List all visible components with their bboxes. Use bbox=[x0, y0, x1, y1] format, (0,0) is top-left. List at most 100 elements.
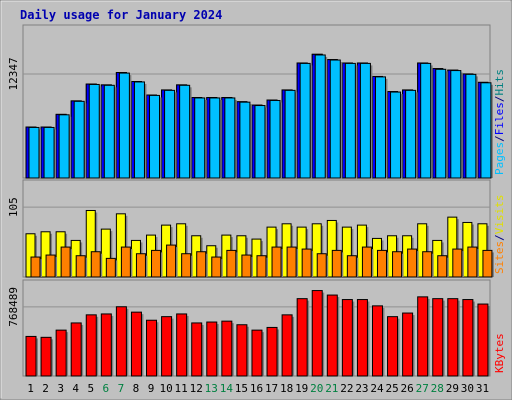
bar-kbytes-day-13 bbox=[206, 321, 218, 377]
x-tick-label-day-13: 13 bbox=[205, 382, 218, 395]
x-tick-label-day-3: 3 bbox=[57, 382, 64, 395]
bar-pages-day-29 bbox=[450, 70, 462, 179]
bar-sites-day-22 bbox=[346, 255, 357, 278]
bar-pages-day-2 bbox=[43, 126, 55, 179]
bar-pages-day-11 bbox=[179, 84, 191, 179]
bar-pages-day-5 bbox=[88, 83, 100, 179]
bar-sites-day-8 bbox=[135, 253, 146, 278]
bar-pages-day-12 bbox=[194, 97, 206, 179]
x-tick-label-day-8: 8 bbox=[133, 382, 140, 395]
bar-sites-day-3 bbox=[60, 246, 71, 278]
bar-sites-day-4 bbox=[75, 255, 86, 278]
bar-sites-day-15 bbox=[241, 254, 252, 278]
bar-pages-day-4 bbox=[73, 100, 85, 179]
bar-kbytes-day-11 bbox=[176, 313, 188, 377]
x-tick-label-day-9: 9 bbox=[148, 382, 155, 395]
x-tick-label-day-25: 25 bbox=[385, 382, 398, 395]
x-tick-label-day-15: 15 bbox=[235, 382, 248, 395]
x-tick-label-day-23: 23 bbox=[355, 382, 368, 395]
bar-sites-day-20 bbox=[316, 253, 327, 278]
bar-sites-day-6 bbox=[105, 257, 116, 278]
x-tick-label-day-21: 21 bbox=[325, 382, 338, 395]
side-legend-item: Visits bbox=[493, 195, 506, 235]
bar-sites-day-21 bbox=[331, 249, 342, 278]
bar-sites-day-1 bbox=[30, 256, 41, 278]
bar-kbytes-day-23 bbox=[356, 299, 368, 377]
bar-kbytes-day-2 bbox=[40, 336, 52, 377]
x-tick-label-day-22: 22 bbox=[340, 382, 353, 395]
bar-kbytes-day-3 bbox=[55, 329, 67, 377]
bar-pages-day-15 bbox=[239, 101, 251, 179]
bar-sites-day-14 bbox=[226, 249, 237, 278]
bar-pages-day-27 bbox=[420, 62, 432, 179]
x-tick-label-day-31: 31 bbox=[476, 382, 489, 395]
x-tick-label-day-12: 12 bbox=[190, 382, 203, 395]
bar-pages-day-9 bbox=[149, 94, 161, 179]
bar-kbytes-day-20 bbox=[311, 290, 323, 377]
bar-kbytes-day-1 bbox=[25, 335, 37, 377]
bar-sites-day-2 bbox=[45, 254, 56, 278]
bar-sites-day-28 bbox=[437, 255, 448, 278]
bar-kbytes-day-15 bbox=[236, 324, 248, 377]
axis-max-label-kbytes: 768489 bbox=[7, 287, 20, 327]
axis-max-label-hits-files-pages: 12347 bbox=[7, 57, 20, 90]
x-tick-label-day-7: 7 bbox=[118, 382, 125, 395]
bar-pages-day-23 bbox=[359, 62, 371, 179]
bar-kbytes-day-30 bbox=[462, 299, 474, 377]
x-tick-label-day-18: 18 bbox=[280, 382, 293, 395]
bar-kbytes-day-29 bbox=[447, 298, 459, 377]
bar-pages-day-30 bbox=[465, 73, 477, 179]
bar-pages-day-13 bbox=[209, 97, 221, 179]
bar-sites-day-26 bbox=[407, 248, 418, 278]
bar-kbytes-day-21 bbox=[326, 294, 338, 377]
bar-kbytes-day-26 bbox=[402, 312, 414, 377]
bar-pages-day-19 bbox=[299, 62, 311, 179]
bar-pages-day-16 bbox=[254, 105, 266, 179]
x-tick-label-day-24: 24 bbox=[370, 382, 384, 395]
x-tick-label-day-19: 19 bbox=[295, 382, 308, 395]
bar-sites-day-31 bbox=[482, 249, 493, 278]
bar-sites-day-30 bbox=[467, 246, 478, 278]
bar-pages-day-26 bbox=[405, 89, 417, 179]
bar-kbytes-day-25 bbox=[387, 316, 399, 377]
bar-sites-day-16 bbox=[256, 255, 267, 278]
chart-title: Daily usage for January 2024 bbox=[20, 8, 222, 22]
bar-sites-day-29 bbox=[452, 248, 463, 278]
bar-kbytes-day-24 bbox=[371, 305, 383, 377]
side-legend-item: Hits bbox=[493, 69, 506, 96]
bar-pages-day-6 bbox=[103, 84, 115, 179]
x-tick-label-day-17: 17 bbox=[265, 382, 278, 395]
bar-sites-day-13 bbox=[211, 256, 222, 278]
bar-sites-day-17 bbox=[271, 246, 282, 278]
bar-kbytes-day-6 bbox=[100, 313, 112, 377]
x-tick-label-day-1: 1 bbox=[27, 382, 34, 395]
bar-pages-day-1 bbox=[28, 126, 40, 179]
bar-sites-day-11 bbox=[181, 253, 192, 278]
bar-pages-day-8 bbox=[133, 81, 145, 179]
x-tick-label-day-20: 20 bbox=[310, 382, 323, 395]
bar-kbytes-day-8 bbox=[130, 311, 142, 377]
bar-kbytes-day-5 bbox=[85, 314, 97, 377]
x-tick-label-day-14: 14 bbox=[220, 382, 234, 395]
x-tick-label-day-28: 28 bbox=[431, 382, 444, 395]
bar-pages-day-14 bbox=[224, 97, 236, 179]
side-legend-item: / bbox=[493, 96, 506, 103]
bar-sites-day-25 bbox=[392, 251, 403, 278]
bar-kbytes-day-12 bbox=[191, 322, 203, 377]
x-tick-label-day-10: 10 bbox=[159, 382, 172, 395]
bar-pages-day-24 bbox=[374, 76, 386, 179]
bar-pages-day-28 bbox=[435, 68, 447, 179]
side-legend-item: / bbox=[493, 135, 506, 142]
bar-kbytes-day-31 bbox=[477, 303, 489, 377]
x-tick-label-day-27: 27 bbox=[416, 382, 429, 395]
x-tick-label-day-29: 29 bbox=[446, 382, 459, 395]
bar-sites-day-10 bbox=[166, 244, 177, 278]
side-legend-item: KBytes bbox=[493, 333, 506, 373]
bar-pages-day-18 bbox=[284, 89, 296, 179]
bar-kbytes-day-17 bbox=[266, 326, 278, 377]
bar-kbytes-day-16 bbox=[251, 329, 263, 377]
x-tick-label-day-11: 11 bbox=[175, 382, 188, 395]
bar-kbytes-day-19 bbox=[296, 298, 308, 377]
side-legend-item: Pages bbox=[493, 142, 506, 175]
